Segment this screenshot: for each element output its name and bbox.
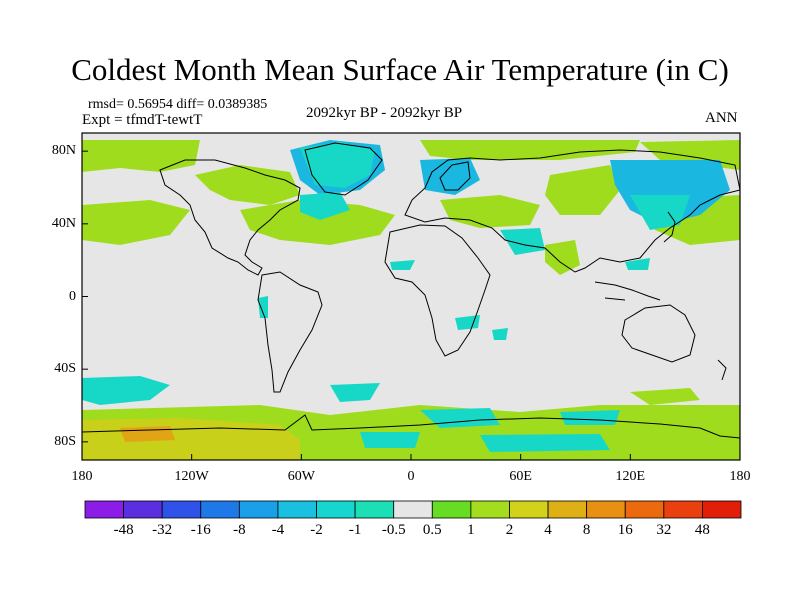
field-antarctica-west bbox=[82, 418, 300, 460]
colorbar-label: 4 bbox=[544, 522, 552, 538]
field-antarctica-cool-2 bbox=[480, 434, 610, 452]
field-greenland-edge bbox=[300, 142, 375, 188]
field-madagascar bbox=[492, 328, 508, 340]
field-arctic-west bbox=[82, 140, 200, 172]
field-india bbox=[545, 240, 580, 275]
field-south-indian bbox=[630, 388, 700, 405]
field-arabia bbox=[500, 228, 545, 255]
lat-label: 80N bbox=[51, 143, 76, 159]
period-text: 2092kyr BP - 2092kyr BP bbox=[306, 105, 463, 121]
colorbar-label: 48 bbox=[694, 522, 710, 538]
colorbar-label: 0.5 bbox=[422, 522, 442, 538]
axis-ticks bbox=[81, 150, 741, 460]
lon-label: 120W bbox=[174, 469, 209, 484]
coast-japan bbox=[663, 211, 676, 243]
field-south-pacific bbox=[82, 376, 170, 405]
colorbar-label: -16 bbox=[190, 522, 211, 538]
colorbar-swatch bbox=[547, 500, 588, 519]
map-title: Coldest Month Mean Surface Air Temperatu… bbox=[71, 52, 729, 87]
colorbar-swatch bbox=[84, 500, 124, 519]
field-south-atlantic bbox=[330, 383, 380, 402]
field-caribbean bbox=[258, 296, 268, 318]
colorbar-label: 16 bbox=[617, 522, 633, 538]
field-antarctica-ross bbox=[120, 426, 175, 442]
season-text: ANN bbox=[705, 110, 738, 126]
colorbar-swatch bbox=[123, 500, 163, 519]
colorbar-swatch bbox=[586, 500, 626, 519]
field-canada bbox=[195, 165, 300, 205]
field-arctic-atlantic bbox=[420, 140, 640, 160]
lon-label: 120E bbox=[615, 469, 646, 484]
colorbar bbox=[84, 500, 742, 519]
field-africa-east bbox=[455, 315, 480, 330]
lon-label: 60E bbox=[509, 469, 532, 484]
field-antarctica-cool bbox=[360, 432, 420, 448]
lat-label: 40N bbox=[51, 215, 76, 231]
coast-south-america bbox=[257, 271, 323, 393]
lat-label: 0 bbox=[69, 288, 76, 304]
colorbar-label: -0.5 bbox=[381, 522, 406, 538]
field-pacific-tropic bbox=[625, 258, 650, 270]
colorbar-swatch bbox=[509, 500, 549, 519]
colorbar-label: -4 bbox=[271, 522, 285, 538]
field-atlantic-tropic bbox=[390, 260, 415, 270]
coast-australia bbox=[621, 304, 696, 363]
colorbar-label: -32 bbox=[152, 522, 173, 538]
colorbar-label: 2 bbox=[505, 522, 514, 538]
colorbar-swatch bbox=[431, 500, 472, 519]
colorbar-swatch bbox=[393, 500, 433, 519]
colorbar-label: -8 bbox=[233, 522, 246, 538]
lat-label: 80S bbox=[54, 433, 76, 449]
colorbar-swatch bbox=[161, 500, 202, 519]
coast-eurasia bbox=[404, 149, 740, 273]
colorbar-label: 8 bbox=[582, 522, 591, 538]
colorbar-label: -1 bbox=[348, 522, 362, 538]
colorbar-label: 32 bbox=[656, 522, 672, 538]
colorbar-swatch bbox=[663, 500, 703, 519]
field-scandinavia bbox=[420, 158, 480, 195]
colorbar-swatch bbox=[702, 500, 742, 519]
coast-antarctica bbox=[82, 414, 740, 439]
coast-north-america bbox=[159, 159, 301, 276]
field-nw-atlantic-cool bbox=[300, 192, 350, 220]
coastlines bbox=[82, 142, 740, 439]
experiment-text: Expt = tfmdT-tewtT bbox=[82, 112, 203, 128]
coast-africa bbox=[384, 224, 491, 357]
coast-greenland bbox=[304, 142, 383, 196]
field-north-pacific-west bbox=[82, 200, 190, 245]
lon-label: 60W bbox=[287, 469, 315, 484]
colorbar-swatch bbox=[277, 500, 317, 519]
colorbar-swatch bbox=[354, 500, 395, 519]
field-southern-ocean-cool-2 bbox=[560, 410, 620, 425]
colorbar-swatch bbox=[624, 500, 665, 519]
colorbar-label: -48 bbox=[113, 522, 134, 538]
colorbar-swatch bbox=[316, 500, 356, 519]
colorbar-label: -2 bbox=[310, 522, 323, 538]
lat-label: 40S bbox=[54, 361, 76, 377]
coast-new-zealand bbox=[717, 359, 727, 381]
coast-indonesia bbox=[594, 281, 661, 301]
colorbar-label: 1 bbox=[467, 522, 475, 538]
lon-label: 180 bbox=[71, 469, 93, 484]
colorbar-swatch bbox=[238, 500, 279, 519]
stats-text: rmsd= 0.56954 diff= 0.0389385 bbox=[88, 97, 268, 112]
lon-label: 0 bbox=[407, 469, 415, 484]
lon-label: 180 bbox=[729, 469, 751, 484]
field-central-asia bbox=[545, 165, 620, 215]
colorbar-swatch bbox=[200, 500, 240, 519]
colorbar-swatch bbox=[470, 500, 510, 519]
coast-scandinavia bbox=[439, 161, 471, 191]
